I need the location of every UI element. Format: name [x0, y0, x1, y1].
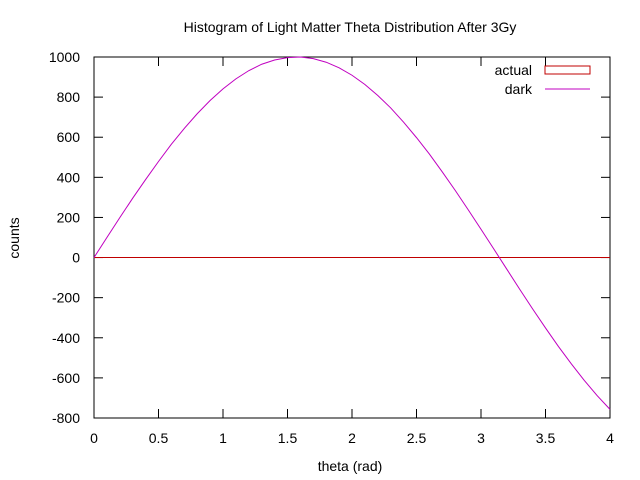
y-tick-label: -600 [52, 370, 80, 386]
series-dark-line [93, 56, 611, 410]
y-tick-label: 1000 [49, 49, 80, 65]
x-tick-label: 0 [90, 430, 98, 446]
x-axis-ticks: 0 0.5 1 1.5 2 2.5 3 3.5 4 [90, 57, 614, 446]
x-tick-label: 2 [348, 430, 356, 446]
chart-title: Histogram of Light Matter Theta Distribu… [184, 19, 517, 35]
legend-label-actual: actual [495, 62, 532, 78]
y-tick-label: 600 [57, 129, 81, 145]
legend: actual dark [495, 62, 591, 97]
x-tick-label: 3 [477, 430, 485, 446]
x-tick-label: 4 [606, 430, 614, 446]
y-tick-label: 400 [57, 169, 81, 185]
x-tick-label: 1.5 [278, 430, 298, 446]
y-axis-label: counts [6, 217, 22, 258]
x-tick-label: 3.5 [536, 430, 556, 446]
y-tick-label: 0 [72, 250, 80, 266]
y-tick-label: 200 [57, 209, 81, 225]
y-tick-label: -400 [52, 330, 80, 346]
series-layer [93, 56, 611, 410]
y-tick-label: -800 [52, 410, 80, 426]
legend-swatch-actual [544, 65, 591, 75]
legend-label-dark: dark [505, 81, 533, 97]
x-tick-label: 0.5 [149, 430, 169, 446]
x-tick-label: 1 [219, 430, 227, 446]
y-tick-label: -200 [52, 290, 80, 306]
x-tick-label: 2.5 [407, 430, 427, 446]
y-axis-ticks: 1000 800 600 400 200 0 -200 -400 -600 -800 [49, 49, 610, 426]
x-axis-label: theta (rad) [318, 458, 383, 474]
plot-frame [93, 56, 611, 419]
y-tick-label: 800 [57, 89, 81, 105]
